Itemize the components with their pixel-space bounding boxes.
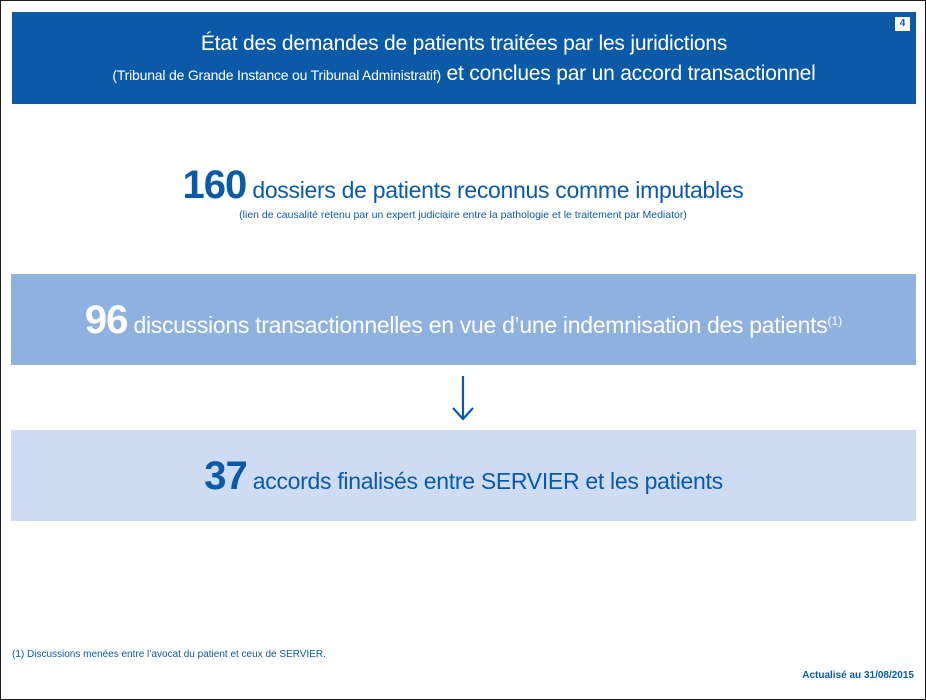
footnote-text: (1) Discussions menées entre l’avocat du… — [12, 649, 326, 660]
stat-37-number: 37 — [204, 454, 247, 498]
header-title-court-note: (Tribunal de Grande Instance ou Tribunal… — [112, 67, 441, 83]
stat-160-subtext: (lien de causalité retenu par un expert … — [239, 209, 687, 221]
stat-96-content: 96 discussions transactionnelles en vue … — [11, 298, 916, 343]
footnote-reference: (1) — [827, 314, 843, 328]
stat-160-label: dossiers de patients reconnus comme impu… — [246, 177, 744, 203]
header-banner: État des demandes de patients traitées p… — [12, 12, 916, 104]
header-title-line2-main: et conclues par un accord transactionnel — [440, 62, 816, 85]
stat-160-number: 160 — [182, 163, 247, 207]
stat-37-label: accords finalisés entre SERVIER et les p… — [246, 468, 723, 494]
stat-96-label: discussions transactionnelles en vue d’u… — [127, 312, 828, 338]
header-title-line1: État des demandes de patients traitées p… — [200, 32, 728, 55]
arrow-down-icon — [452, 376, 474, 421]
stat-160-block: 160 dossiers de patients reconnus comme … — [0, 163, 926, 208]
header-title-line2: (Tribunal de Grande Instance ou Tribunal… — [12, 62, 916, 86]
stat-96-box: 96 discussions transactionnelles en vue … — [11, 274, 916, 365]
stat-37-content: 37 accords finalisés entre SERVIER et le… — [11, 454, 916, 499]
stat-37-box: 37 accords finalisés entre SERVIER et le… — [11, 430, 916, 521]
page-number-badge: 4 — [895, 17, 910, 31]
updated-date: Actualisé au 31/08/2015 — [802, 670, 914, 681]
stat-96-number: 96 — [84, 298, 128, 342]
